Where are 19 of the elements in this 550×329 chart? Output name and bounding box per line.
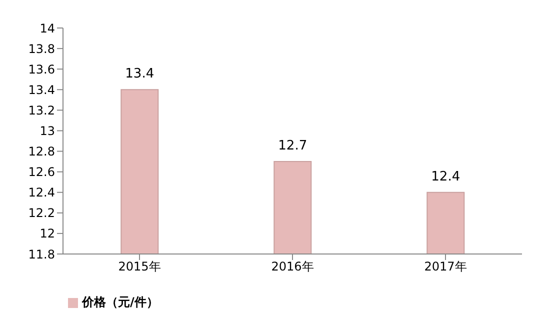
y-tick-label: 13.2 [28,103,55,118]
y-tick-label: 13.6 [28,62,55,76]
x-tick-label: 2017年 [424,260,467,274]
x-tick-label: 2016年 [271,260,314,274]
y-tick-label: 12.4 [28,186,55,200]
y-tick-label: 12 [40,226,55,241]
y-tick-label: 12.6 [28,165,55,180]
data-label: 12.4 [431,169,460,184]
y-tick-label: 14 [40,21,55,36]
data-label: 13.4 [125,66,154,82]
x-tick-label: 2015年 [118,260,161,274]
legend-label: 价格（元/件） [82,295,158,309]
y-tick-label: 13.8 [28,42,55,56]
y-tick-label: 13.4 [28,82,55,97]
y-tick-label: 13 [40,124,55,138]
y-tick-label: 12.2 [28,206,55,220]
y-tick-label: 11.8 [28,247,55,262]
y-tick-label: 12.8 [28,144,55,159]
data-label: 12.7 [278,138,308,154]
